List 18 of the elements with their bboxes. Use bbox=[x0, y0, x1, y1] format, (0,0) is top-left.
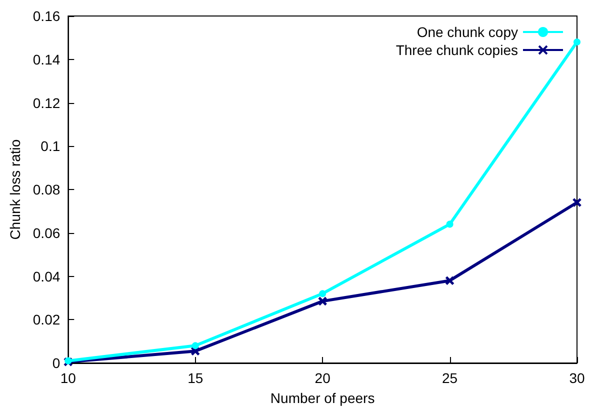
x-tick-label: 10 bbox=[60, 370, 76, 386]
x-tick-label: 25 bbox=[442, 370, 458, 386]
legend-label: One chunk copy bbox=[416, 24, 518, 40]
x-axis-title: Number of peers bbox=[270, 390, 375, 406]
y-tick-label: 0.06 bbox=[32, 224, 60, 241]
y-tick-label: 0.16 bbox=[32, 8, 60, 24]
y-axis-title: Chunk loss ratio bbox=[7, 139, 23, 240]
y-tick-label: 0.12 bbox=[32, 94, 60, 111]
y-tick-label: 0.1 bbox=[40, 138, 60, 154]
y-tick-label: 0.14 bbox=[32, 51, 60, 68]
y-tick-label: 0 bbox=[52, 355, 60, 371]
x-tick-label: 20 bbox=[314, 370, 331, 386]
y-tick-label: 0.08 bbox=[32, 182, 60, 198]
y-tick-label: 0.04 bbox=[32, 268, 60, 284]
x-tick-label: 30 bbox=[569, 370, 585, 386]
x-tick-label: 15 bbox=[188, 370, 204, 386]
y-tick-label: 0.02 bbox=[32, 312, 60, 328]
legend-label: Three chunk copies bbox=[396, 42, 518, 58]
